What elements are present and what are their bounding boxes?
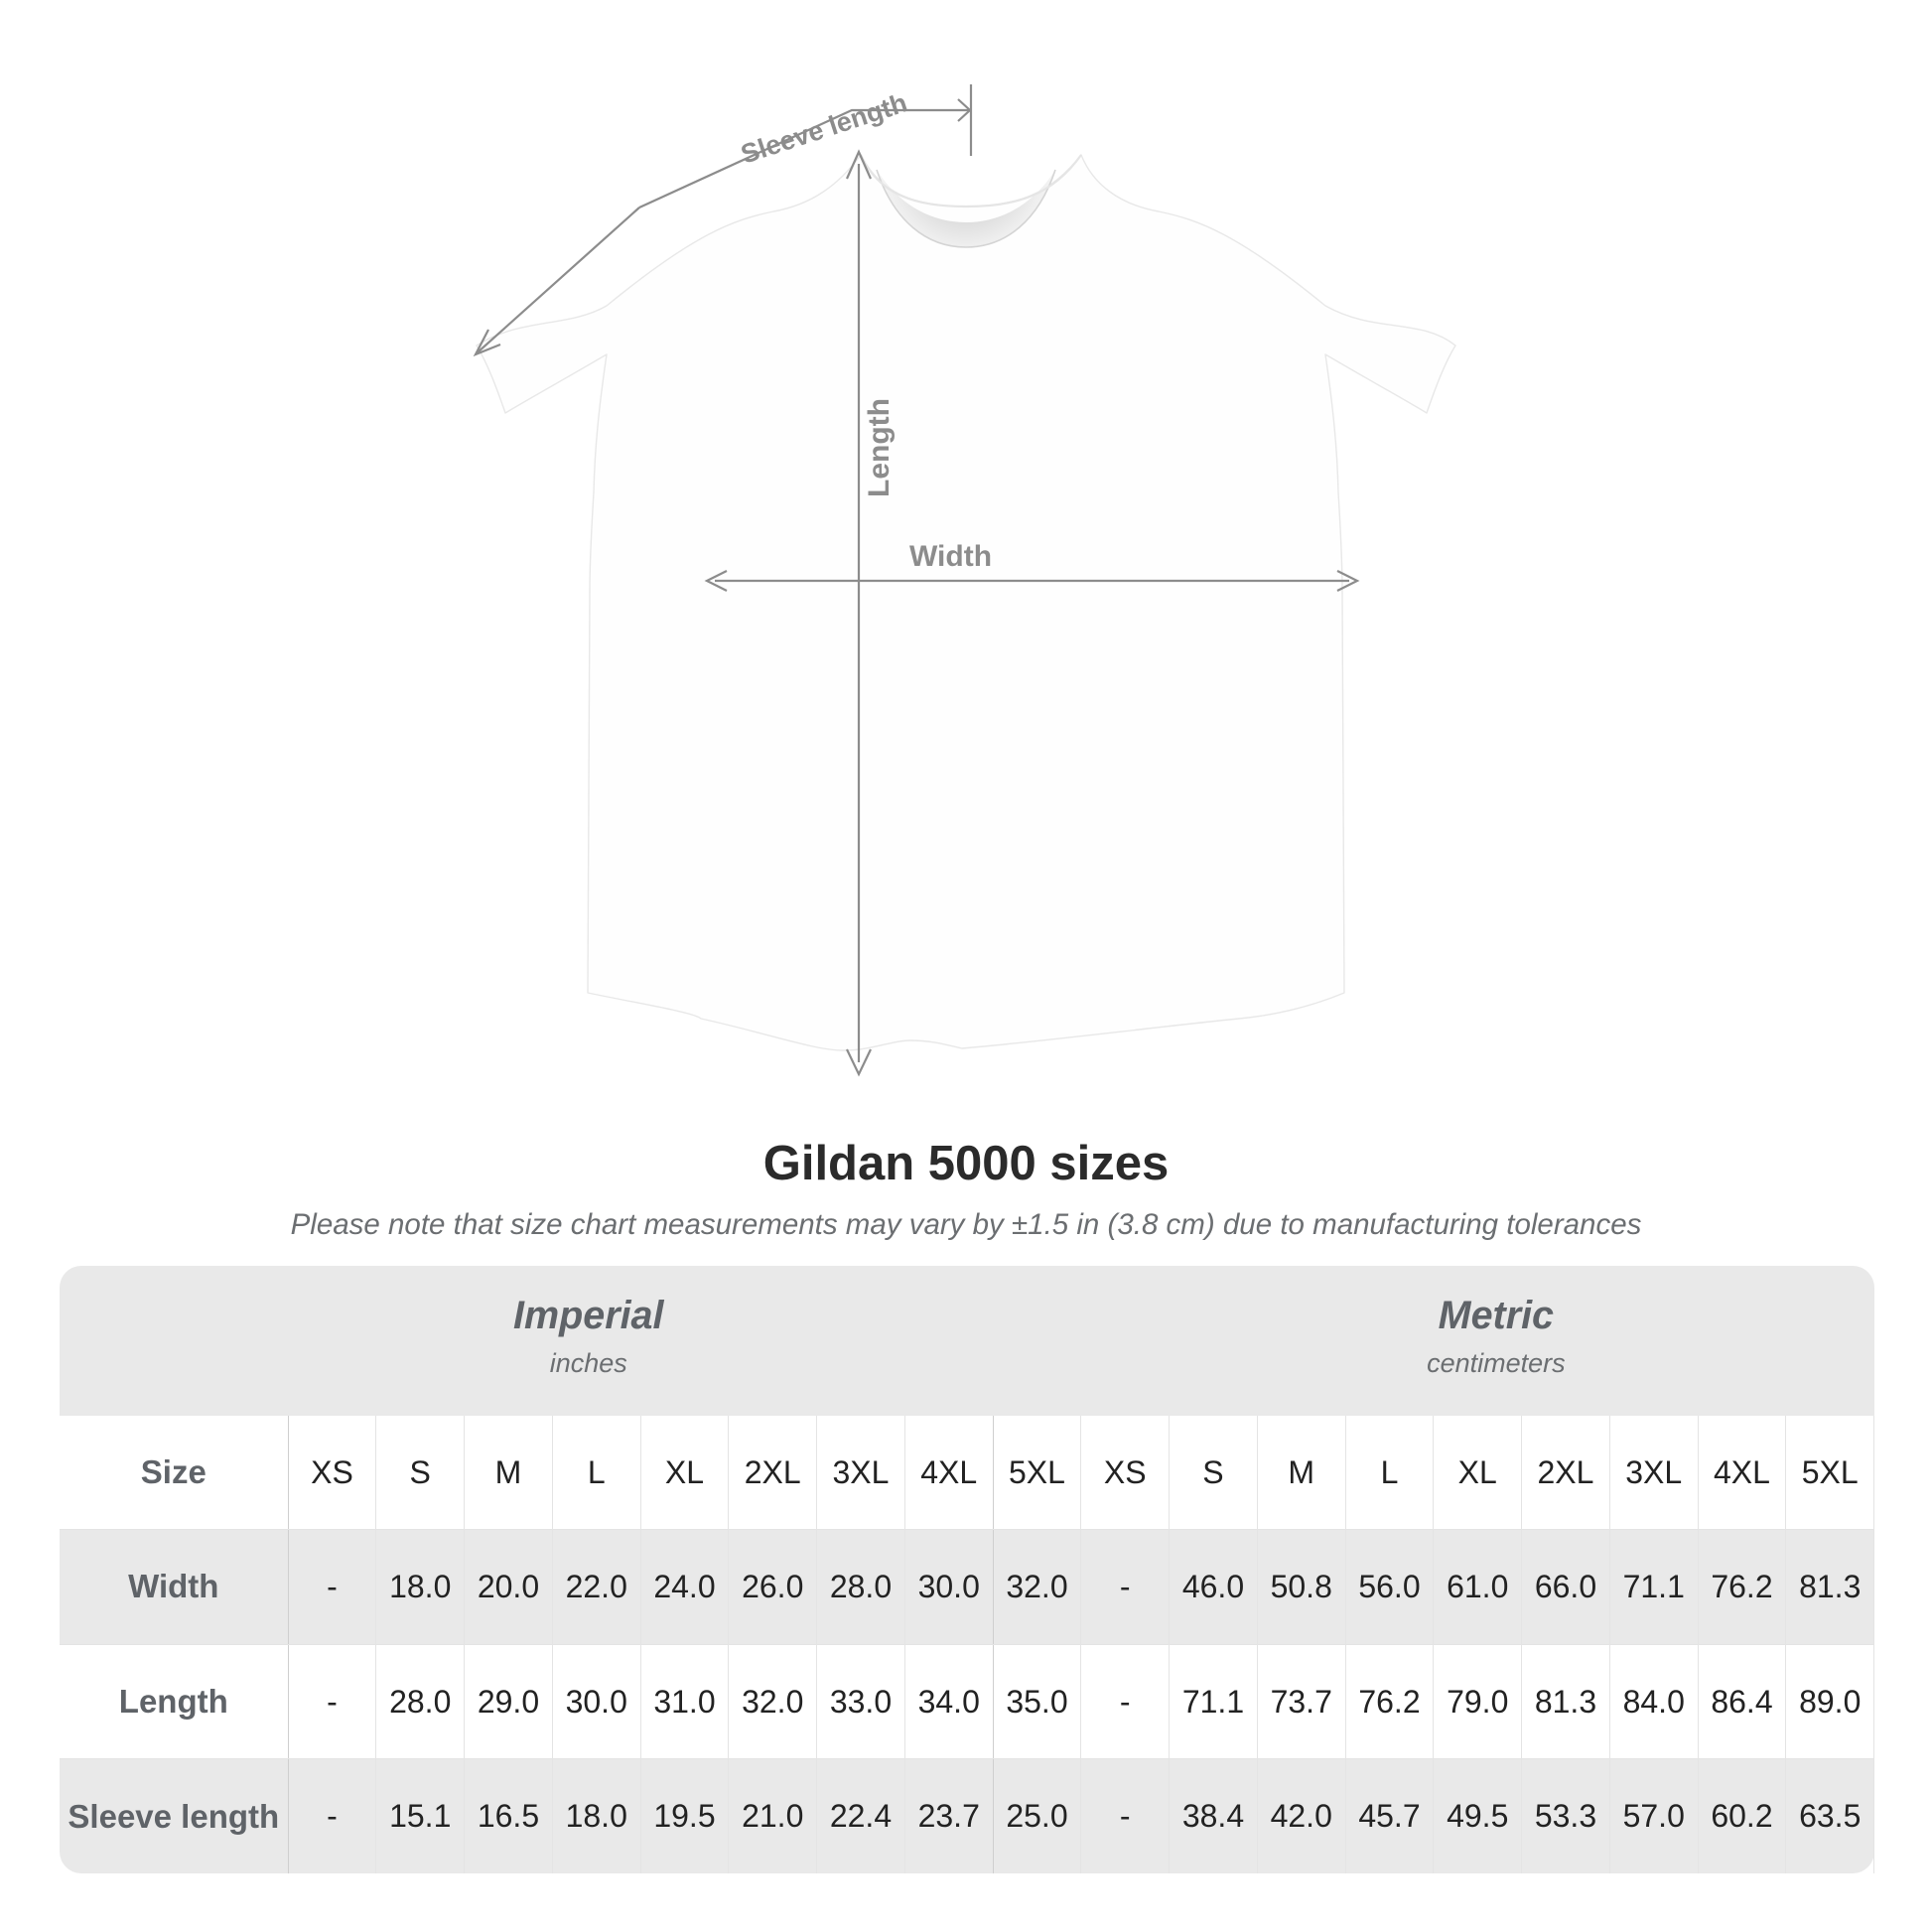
svg-text:Width: Width xyxy=(909,540,992,573)
svg-text:Sleeve length: Sleeve length xyxy=(738,87,911,169)
svg-text:Length: Length xyxy=(863,398,896,497)
